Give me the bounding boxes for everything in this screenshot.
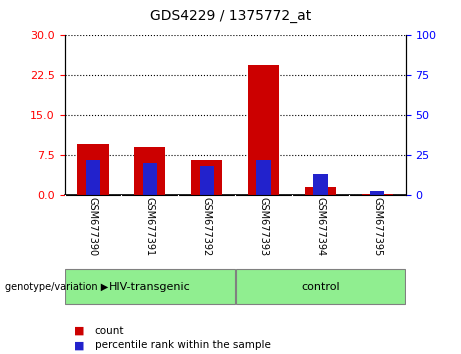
Bar — [86, 160, 100, 195]
Text: GSM677394: GSM677394 — [315, 197, 325, 256]
Bar — [134, 147, 165, 195]
Text: GSM677393: GSM677393 — [259, 197, 269, 256]
Text: ■: ■ — [74, 340, 84, 350]
Text: percentile rank within the sample: percentile rank within the sample — [95, 340, 271, 350]
Text: GDS4229 / 1375772_at: GDS4229 / 1375772_at — [150, 9, 311, 23]
Text: genotype/variation ▶: genotype/variation ▶ — [5, 282, 108, 292]
Bar — [191, 160, 222, 195]
Bar — [313, 174, 327, 195]
Bar — [361, 194, 393, 195]
Bar — [236, 269, 405, 304]
Bar — [305, 187, 336, 195]
Bar — [65, 269, 235, 304]
Text: HIV-transgenic: HIV-transgenic — [109, 282, 191, 292]
Text: control: control — [301, 282, 340, 292]
Bar — [77, 144, 109, 195]
Text: GSM677390: GSM677390 — [88, 197, 98, 256]
Text: GSM677391: GSM677391 — [145, 197, 155, 256]
Bar — [370, 191, 384, 195]
Bar — [256, 160, 271, 195]
Bar — [143, 163, 157, 195]
Text: ■: ■ — [74, 326, 84, 336]
Text: GSM677392: GSM677392 — [201, 197, 212, 256]
Bar — [200, 166, 214, 195]
Text: count: count — [95, 326, 124, 336]
Bar — [248, 65, 279, 195]
Text: GSM677395: GSM677395 — [372, 197, 382, 256]
